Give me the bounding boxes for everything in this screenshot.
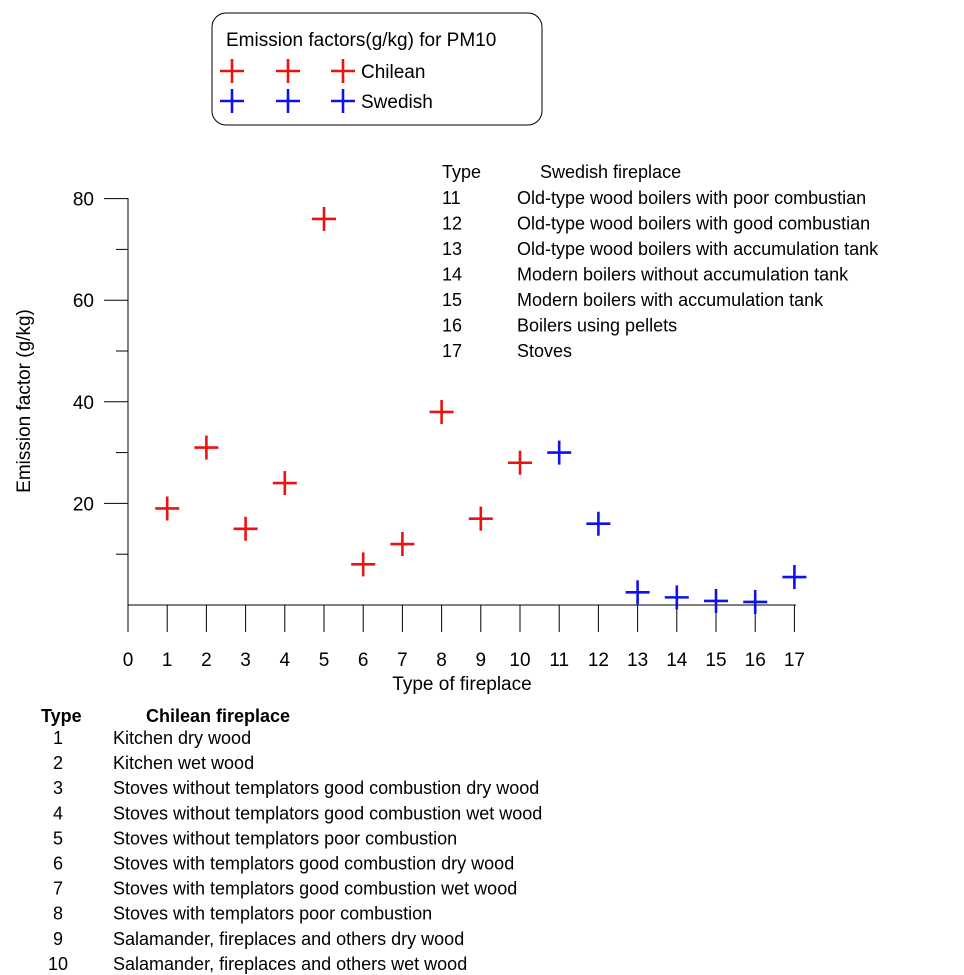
legend-marker-chilean-2: [331, 59, 355, 83]
y-tick-label-40: 40: [73, 393, 94, 414]
legend-marker-swedish-1: [276, 89, 300, 113]
chilean-row-type-7: 7: [53, 879, 63, 899]
y-tick-label-60: 60: [73, 291, 94, 312]
chilean-row-type-9: 9: [53, 929, 63, 949]
chilean-row-name-7: Stoves with templators good combustion w…: [113, 879, 517, 899]
chilean-row-name-6: Stoves with templators good combustion d…: [113, 854, 514, 874]
point-chilean-3: [233, 516, 258, 541]
x-tick-label-9: 9: [476, 650, 487, 671]
swedish-row-name-13: Old-type wood boilers with accumulation …: [517, 239, 879, 259]
legend-entries: Chilean Swedish: [220, 59, 433, 113]
swedish-fireplace-table: Type Swedish fireplace 11 Old-type wood b…: [442, 162, 879, 361]
chilean-row-name-2: Kitchen wet wood: [113, 753, 254, 773]
point-chilean-10: [508, 450, 532, 475]
point-chilean-6: [351, 552, 376, 577]
legend: Emission factors(g/kg) for PM10 Chilean S…: [211, 12, 543, 126]
x-tick-label-11: 11: [549, 650, 569, 671]
x-tick-label-3: 3: [240, 650, 251, 671]
swedish-row-type-15: 15: [442, 290, 462, 310]
swedish-row-type-11: 11: [442, 188, 461, 208]
chilean-table-type-header: Type: [41, 706, 82, 726]
swedish-table-name-header: Swedish fireplace: [540, 162, 681, 182]
axes: [127, 198, 796, 606]
chilean-row-name-8: Stoves with templators poor combustion: [113, 904, 432, 924]
chilean-fireplace-table: Type Chilean fireplace 1 Kitchen dry wood…: [41, 706, 542, 974]
y-tick-label-20: 20: [73, 494, 94, 515]
x-tick-label-0: 0: [123, 650, 134, 671]
legend-box: [211, 12, 543, 126]
point-swedish-11: [547, 440, 572, 465]
x-tick-label-12: 12: [588, 650, 609, 671]
chilean-row-name-10: Salamander, fireplaces and others wet wo…: [113, 954, 467, 974]
legend-label-chilean: Chilean: [361, 62, 425, 83]
x-tick-label-14: 14: [666, 650, 688, 671]
point-swedish-16: [743, 589, 768, 614]
chilean-row-type-3: 3: [53, 778, 63, 798]
y-tick-label-80: 80: [73, 190, 94, 211]
chilean-row-type-6: 6: [53, 854, 63, 874]
x-tick-label-4: 4: [280, 650, 291, 671]
x-tick-label-15: 15: [705, 650, 726, 671]
swedish-row-name-17: Stoves: [517, 341, 572, 361]
swedish-row-type-12: 12: [442, 214, 462, 234]
legend-marker-swedish-0: [220, 89, 244, 113]
point-chilean-7: [390, 532, 415, 557]
x-tick-label-2: 2: [201, 650, 212, 671]
point-chilean-9: [468, 506, 493, 531]
swedish-row-type-16: 16: [442, 316, 462, 336]
x-tick-label-6: 6: [358, 650, 369, 671]
legend-title: Emission factors(g/kg) for PM10: [226, 30, 496, 51]
x-tick-label-13: 13: [627, 650, 648, 671]
point-chilean-1: [155, 496, 180, 521]
swedish-row-name-12: Old-type wood boilers with good combusti…: [517, 214, 870, 234]
x-tick-label-5: 5: [319, 650, 330, 671]
x-tick-label-10: 10: [509, 650, 530, 671]
x-axis-label: Type of fireplace: [392, 674, 531, 695]
point-swedish-15: [704, 588, 728, 613]
swedish-row-type-14: 14: [442, 265, 462, 285]
x-tick-label-16: 16: [745, 650, 766, 671]
point-swedish-13: [625, 580, 650, 605]
chilean-row-name-1: Kitchen dry wood: [113, 728, 251, 748]
point-swedish-12: [586, 511, 611, 536]
x-tick-label-17: 17: [784, 650, 805, 671]
swedish-row-name-15: Modern boilers with accumulation tank: [517, 290, 824, 310]
swedish-row-type-17: 17: [442, 341, 462, 361]
data-markers: [155, 206, 807, 614]
legend-label-swedish: Swedish: [361, 92, 433, 113]
y-axis-ticks: 20 40 60 80: [73, 190, 128, 555]
point-swedish-14: [664, 585, 689, 610]
point-chilean-2: [194, 435, 219, 460]
y-axis-label: Emission factor (g/kg): [14, 309, 35, 493]
chilean-row-type-1: 1: [53, 728, 63, 748]
x-axis-ticks: 0 1 2 3 4 5 6 7 8 9 10 11 12 13 14 15 16 17: [123, 605, 805, 671]
chilean-row-name-5: Stoves without templators poor combustio…: [113, 828, 457, 848]
chilean-row-type-4: 4: [53, 803, 63, 823]
chilean-row-name-3: Stoves without templators good combustio…: [113, 778, 539, 798]
chilean-row-type-8: 8: [53, 904, 63, 924]
point-chilean-5: [312, 206, 336, 231]
swedish-table-type-header: Type: [442, 162, 481, 182]
point-chilean-4: [272, 471, 297, 496]
x-tick-label-1: 1: [162, 650, 173, 671]
chilean-row-type-5: 5: [53, 828, 63, 848]
chilean-row-type-10: 10: [48, 954, 68, 974]
swedish-row-type-13: 13: [442, 239, 462, 259]
legend-marker-swedish-2: [331, 89, 355, 113]
chilean-table-name-header: Chilean fireplace: [146, 706, 290, 726]
swedish-row-name-16: Boilers using pellets: [517, 316, 677, 336]
point-chilean-8: [429, 399, 454, 424]
x-tick-label-8: 8: [436, 650, 447, 671]
chilean-row-type-2: 2: [53, 753, 63, 773]
legend-marker-chilean-1: [276, 59, 300, 83]
chilean-row-name-4: Stoves without templators good combustio…: [113, 803, 542, 823]
swedish-row-name-11: Old-type wood boilers with poor combusti…: [517, 188, 866, 208]
x-tick-label-7: 7: [397, 650, 408, 671]
chilean-row-name-9: Salamander, fireplaces and others dry wo…: [113, 929, 464, 949]
point-swedish-17: [782, 565, 807, 590]
legend-marker-chilean-0: [220, 59, 244, 83]
swedish-row-name-14: Modern boilers without accumulation tank: [517, 265, 849, 285]
